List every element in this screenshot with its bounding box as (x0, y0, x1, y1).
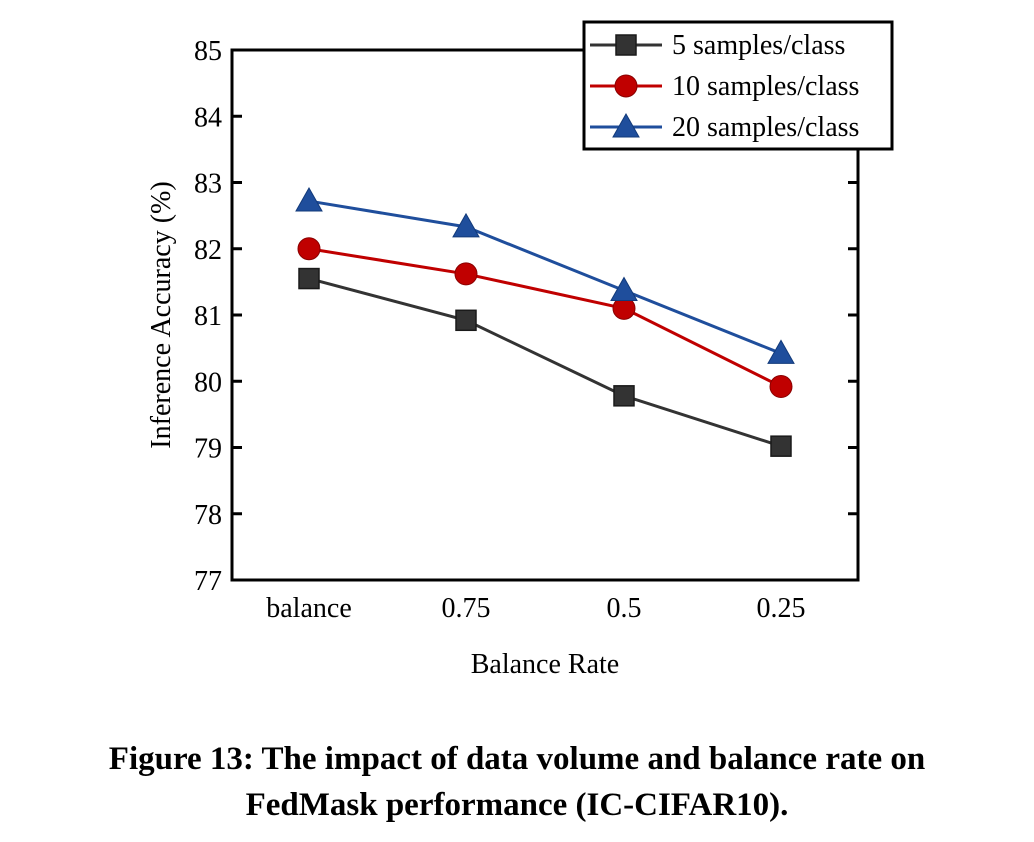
legend-marker (612, 112, 640, 138)
y-axis-label: Inference Accuracy (%) (146, 181, 177, 448)
data-point (298, 267, 320, 290)
data-point (610, 276, 638, 301)
data-point (454, 262, 478, 286)
x-axis-label: Balance Rate (471, 649, 619, 680)
data-point (452, 212, 480, 238)
x-tick-label: balance (266, 593, 352, 624)
legend-label: 20 samples/class (672, 112, 859, 143)
data-point (297, 237, 321, 261)
data-point (295, 187, 323, 212)
data-point (455, 309, 477, 332)
series-line (308, 277, 782, 448)
x-tick-label: 0.5 (607, 593, 642, 624)
y-tick-label: 84 (194, 102, 222, 133)
legend-label: 10 samples/class (672, 71, 859, 102)
figure-caption: Figure 13: The impact of data volume and… (0, 736, 1034, 828)
data-point (770, 435, 792, 457)
data-point (769, 375, 793, 399)
series-line (308, 199, 782, 355)
y-tick-label: 82 (194, 235, 222, 266)
legend-marker (615, 34, 637, 56)
data-point (767, 339, 795, 364)
y-tick-label: 85 (194, 36, 222, 67)
caption-line-2: FedMask performance (IC-CIFAR10). (245, 787, 789, 823)
y-tick-label: 83 (194, 169, 222, 200)
y-tick-label: 81 (194, 301, 222, 332)
legend-label: 5 samples/class (672, 30, 845, 61)
series-line (308, 247, 782, 388)
caption-line-1: Figure 13: The impact of data volume and… (108, 741, 926, 777)
x-tick-label: 0.25 (757, 593, 806, 624)
x-tick-label: 0.75 (442, 593, 491, 624)
y-tick-label: 80 (194, 367, 222, 398)
line-chart: 77 78 79 80 81 82 83 84 85 balance 0.75 0.5 0.25 5 sa… (146, 20, 894, 680)
y-tick-label: 77 (194, 566, 222, 597)
plot-area: 77 78 79 80 81 82 83 84 85 balance 0.75 0.5 0.25 5 sa… (194, 20, 894, 624)
y-tick-label: 79 (194, 434, 222, 465)
legend-marker (614, 74, 638, 98)
data-point (613, 385, 635, 407)
y-tick-label: 78 (194, 500, 222, 531)
